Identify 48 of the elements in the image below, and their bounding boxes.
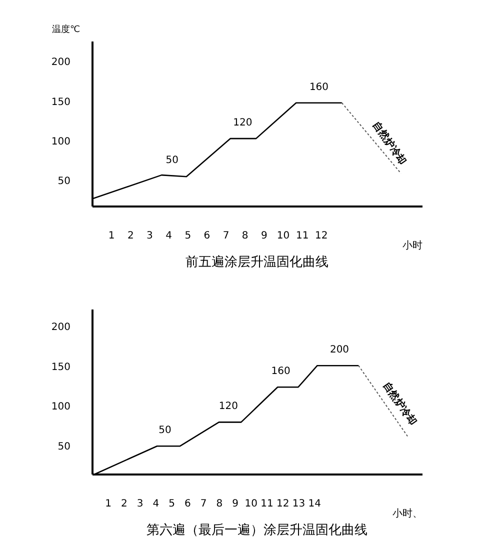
x-tick-label: 8 [242, 230, 248, 242]
x-axis-title: 小时 [402, 240, 422, 252]
y-tick-label: 200 [51, 322, 70, 334]
annotation: 120 [218, 401, 238, 412]
x-tick-label: 1 [105, 498, 112, 510]
x-tick-label: 5 [168, 498, 176, 510]
y-tick-label: 150 [51, 362, 70, 373]
x-tick-label: 6 [184, 498, 191, 510]
x-tick-label: 10 [276, 230, 290, 242]
annotation: 120 [233, 118, 252, 129]
annotation: 50 [166, 154, 178, 166]
x-tick-label: 8 [216, 498, 223, 510]
x-tick-label: 3 [136, 498, 144, 510]
x-tick-label: 13 [292, 498, 306, 510]
x-tick-label: 10 [244, 498, 258, 510]
x-tick-label: 4 [166, 230, 172, 242]
y-tick-label: 50 [58, 176, 70, 188]
x-tick-label: 11 [296, 230, 309, 242]
x-tick-label: 9 [232, 498, 238, 510]
y-tick-label: 150 [51, 96, 70, 108]
y-tick-label: 200 [51, 57, 70, 68]
x-tick-label: 2 [121, 498, 128, 510]
x-tick-label: 3 [146, 230, 153, 242]
x-tick-label: 12 [276, 498, 290, 510]
y-tick-label: 100 [51, 136, 70, 148]
text: 前五遍涂层升温固化曲线 [186, 254, 328, 270]
x-tick-label: 6 [204, 230, 210, 242]
x-tick-label: 9 [260, 230, 268, 242]
annotation: 160 [309, 82, 329, 93]
y-tick-label: 50 [58, 442, 70, 453]
x-tick-label: 7 [200, 498, 207, 510]
x-tick-label: 1 [108, 230, 115, 242]
x-tick-label: 12 [315, 230, 328, 242]
annotation: 160 [271, 366, 290, 378]
annotation: 自然炉冷却 [370, 119, 409, 168]
x-axis-title: 小时、 [392, 508, 422, 520]
x-tick-label: 14 [308, 498, 321, 510]
x-tick-label: 11 [260, 498, 274, 510]
x-tick-label: 2 [127, 230, 134, 242]
y-tick-label: 100 [51, 402, 70, 413]
annotation: 自然炉冷却 [380, 380, 420, 428]
x-tick-label: 4 [152, 498, 160, 510]
annotation: 200 [330, 344, 350, 356]
x-tick-label: 7 [222, 230, 230, 242]
annotation: 50 [158, 425, 172, 436]
x-tick-label: 5 [184, 230, 192, 242]
text: 第六遍（最后一遍）涂层升温固化曲线 [146, 522, 368, 538]
y-axis-title: 温度℃ [52, 24, 80, 35]
